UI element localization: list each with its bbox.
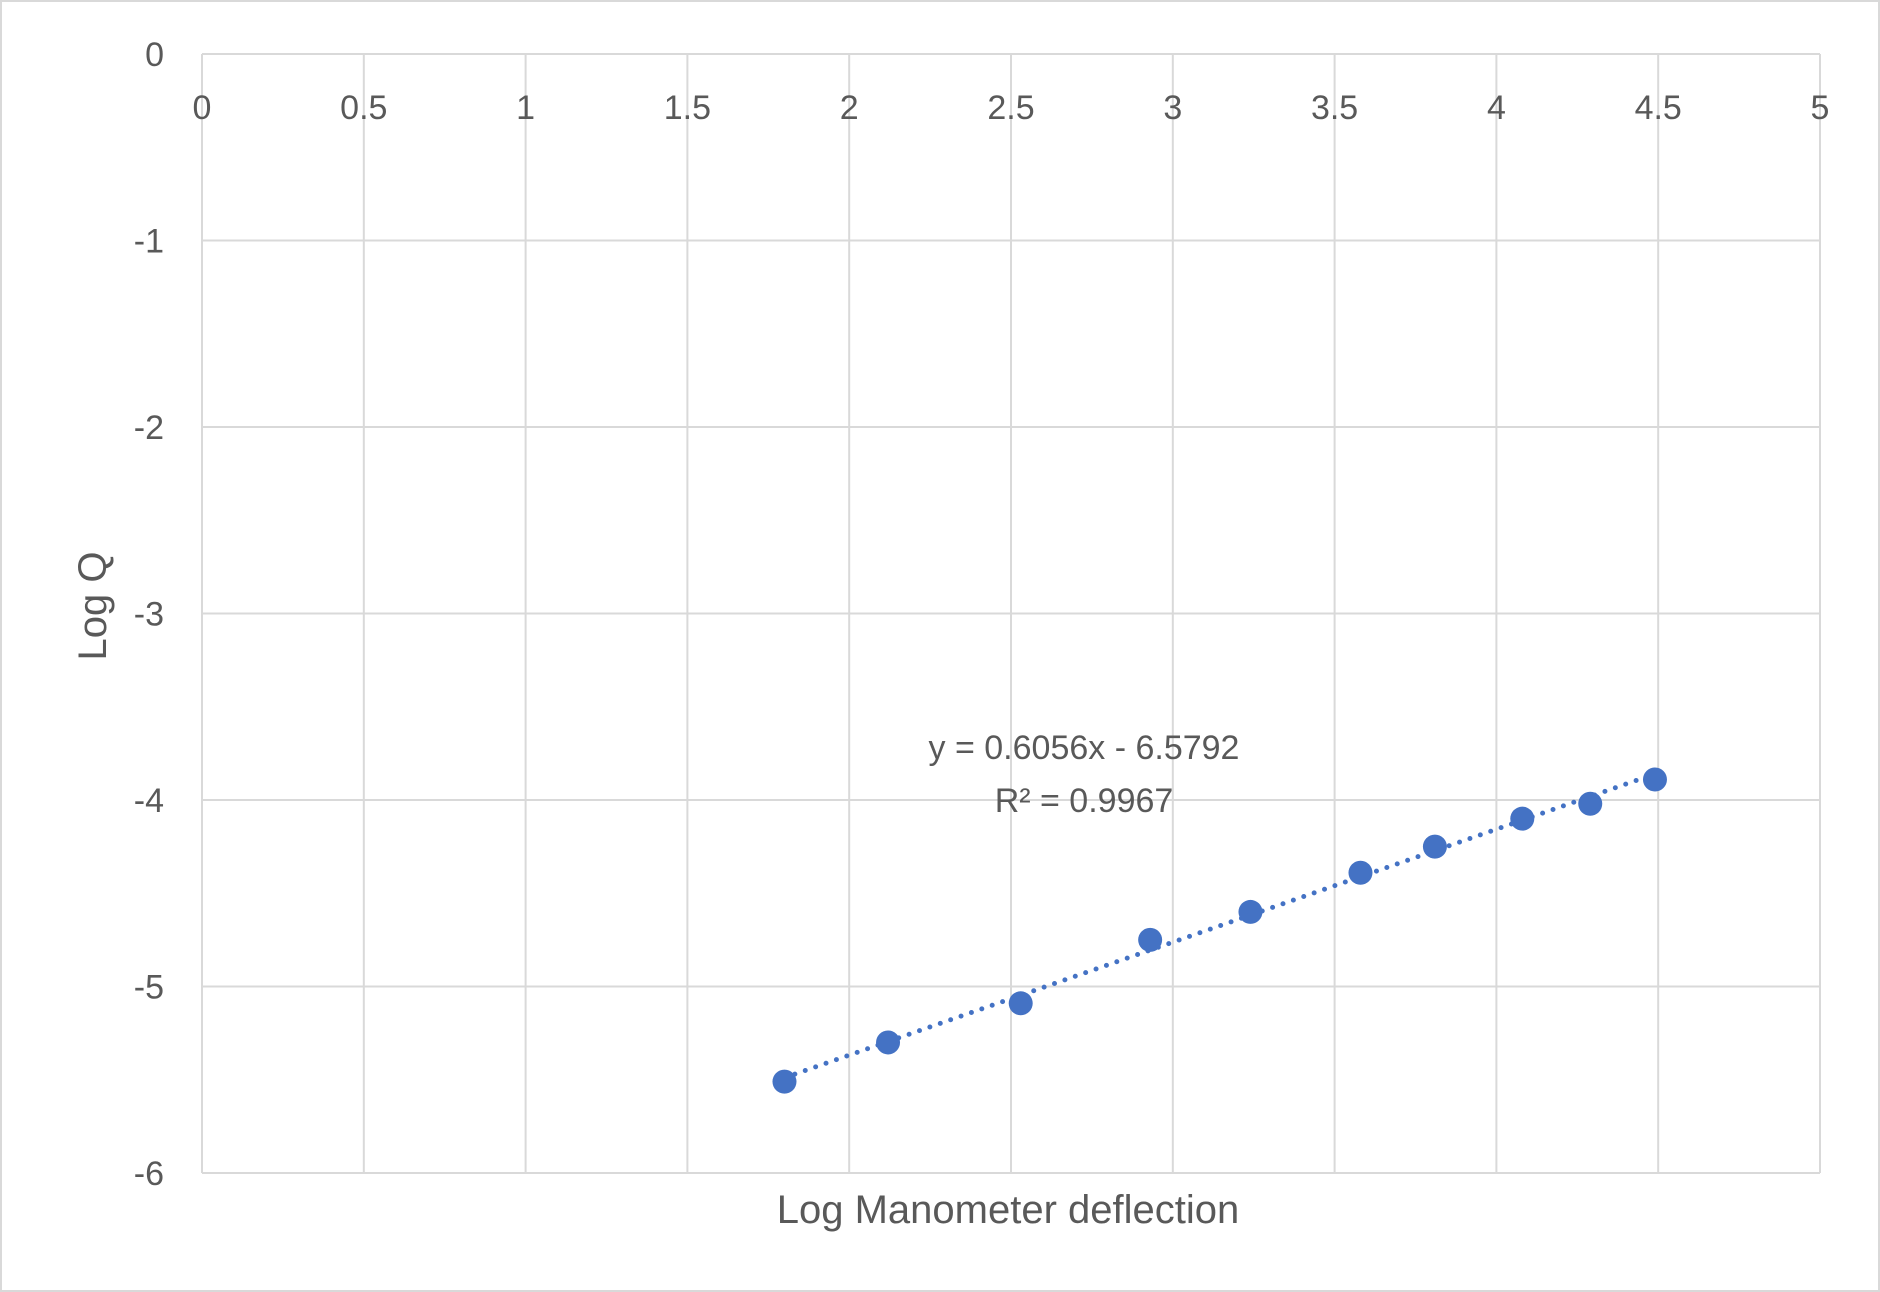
x-tick-label: 4: [1487, 89, 1506, 127]
x-tick-label: 2: [840, 89, 859, 127]
x-tick-label: 3: [1163, 89, 1182, 127]
y-tick-label: -3: [134, 596, 164, 634]
x-tick-label: 2.5: [987, 89, 1034, 127]
data-point: [1642, 767, 1667, 792]
y-axis-tick-labels: 0 -1 -2 -3 -4 -5 -6: [134, 36, 164, 1193]
y-tick-label: -1: [134, 223, 164, 261]
x-tick-label: 3.5: [1311, 89, 1358, 127]
data-point: [1348, 860, 1373, 885]
y-axis-title: Log Q: [71, 552, 115, 661]
y-tick-label: -4: [134, 782, 164, 820]
y-tick-label: 0: [145, 36, 164, 74]
x-tick-label: 1: [516, 89, 535, 127]
x-axis-tick-labels: 0 0.5 1 1.5 2 2.5 3 3.5 4 4.5 5: [193, 89, 1830, 127]
data-point: [1238, 899, 1263, 924]
trendline-equation: y = 0.6056x - 6.5792: [929, 729, 1240, 767]
x-tick-label: 4.5: [1635, 89, 1682, 127]
data-point: [1578, 791, 1603, 816]
data-point: [1422, 834, 1447, 859]
trendline-path: [781, 771, 1658, 1081]
data-point: [772, 1069, 797, 1094]
gridlines: [201, 53, 1821, 1174]
y-tick-label: -2: [134, 409, 164, 447]
x-tick-label: 0: [193, 89, 212, 127]
x-axis-title: Log Manometer deflection: [777, 1188, 1240, 1232]
data-point: [876, 1030, 901, 1055]
trendline-r-squared: R² = 0.9967: [995, 782, 1174, 820]
x-tick-label: 0.5: [340, 89, 387, 127]
x-tick-label: 1.5: [664, 89, 711, 127]
data-points: [772, 767, 1667, 1094]
trendline: [781, 771, 1658, 1081]
data-point: [1138, 927, 1163, 952]
data-point: [1008, 991, 1033, 1016]
y-tick-label: -6: [134, 1155, 164, 1193]
y-tick-label: -5: [134, 969, 164, 1007]
data-point: [1510, 806, 1535, 831]
x-tick-label: 5: [1811, 89, 1830, 127]
